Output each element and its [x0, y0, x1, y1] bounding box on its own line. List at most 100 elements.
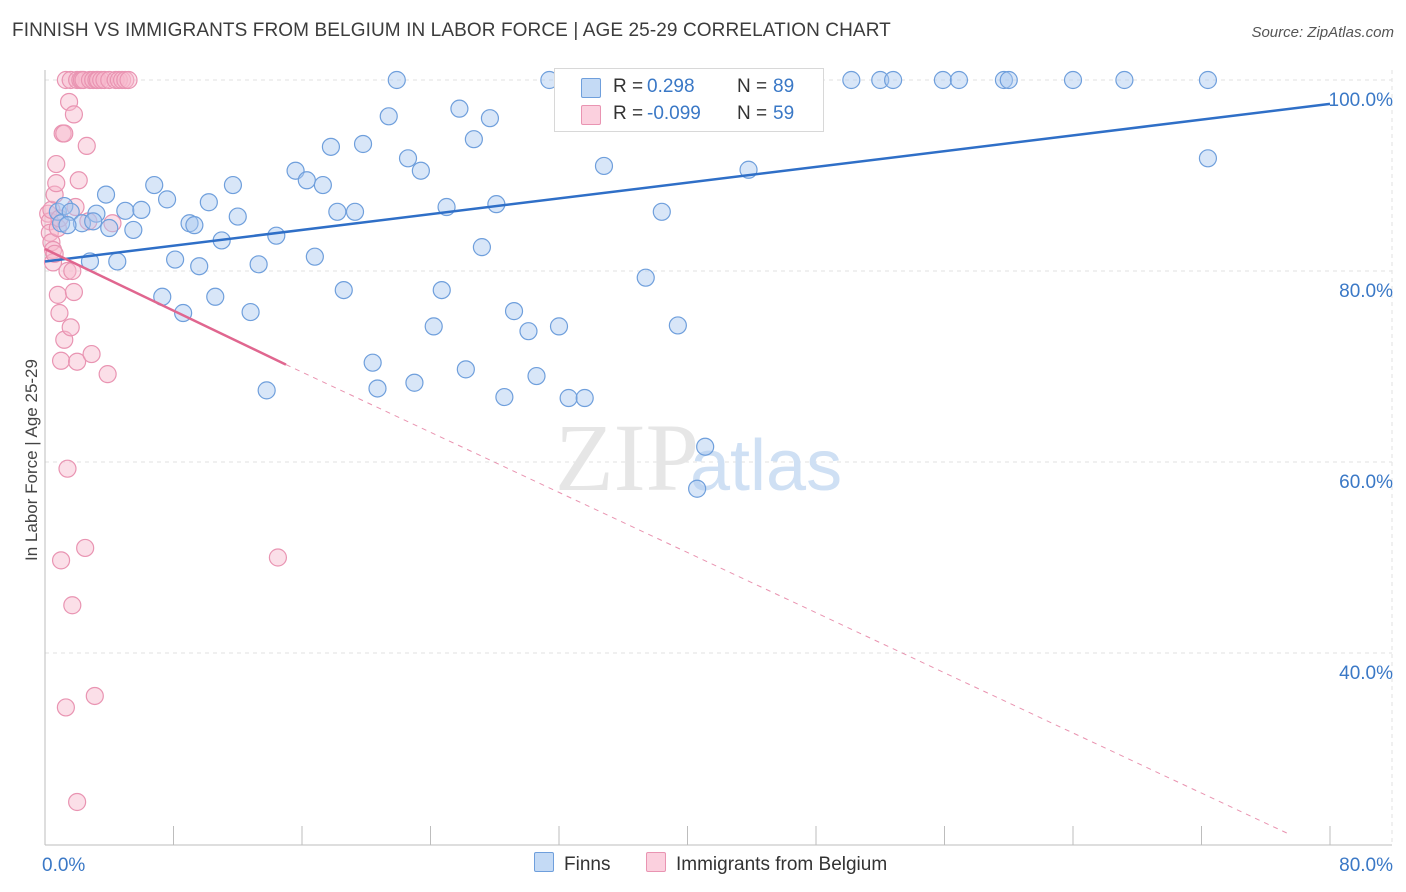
finns-point: [688, 479, 707, 498]
y-tick-label: 60.0%: [1339, 472, 1393, 493]
finns-point: [132, 200, 151, 219]
finns-point: [871, 70, 890, 90]
finns-point: [321, 137, 341, 156]
finns-point: [185, 216, 204, 235]
finns-point: [424, 317, 443, 336]
finns-point: [594, 156, 614, 176]
finns-point: [949, 70, 969, 90]
finns-point: [100, 218, 119, 238]
legend-item-finns[interactable]: Finns: [534, 852, 610, 876]
belgium-n-value: 59: [773, 103, 795, 124]
belgium-legend-swatch: [646, 852, 666, 872]
finns-point: [480, 109, 500, 128]
finns-point: [61, 202, 80, 221]
finns-point: [1198, 149, 1218, 168]
finns-point: [228, 207, 247, 226]
finns-point: [223, 175, 243, 195]
belgium-point: [63, 596, 82, 615]
belgium-r-label: R =: [613, 103, 644, 124]
finns-point: [398, 149, 418, 168]
x-tick-label: 0.0%: [42, 855, 85, 876]
finns-point: [668, 316, 687, 335]
finns-point: [1198, 70, 1218, 90]
finns-point: [166, 250, 185, 269]
belgium-point: [61, 318, 80, 337]
watermark-zip: ZIP: [555, 404, 699, 511]
finns-point: [472, 238, 491, 257]
belgium-point: [47, 154, 66, 174]
finns-point: [241, 302, 260, 322]
finns-point: [108, 252, 127, 271]
finns-point: [559, 388, 578, 408]
belgium-point: [85, 686, 104, 706]
watermark: ZIP atlas: [555, 404, 842, 511]
series-belgium-points: [39, 70, 288, 812]
belgium-n-label: N =: [737, 103, 768, 124]
belgium-point: [76, 538, 95, 558]
finns-n-value: 89: [773, 76, 795, 97]
belgium-swatch: [581, 105, 601, 125]
finns-point: [696, 437, 715, 456]
belgium-trend-extension: [285, 364, 1291, 835]
finns-point: [199, 193, 218, 212]
finns-n-label: N =: [737, 76, 768, 97]
finns-point: [450, 99, 469, 118]
finns-point: [297, 171, 316, 190]
belgium-point: [82, 344, 101, 364]
finns-point: [411, 161, 430, 180]
finns-point: [527, 366, 546, 386]
finns-swatch: [581, 78, 601, 98]
belgium-point: [69, 171, 88, 190]
belgium-point: [98, 365, 117, 384]
belgium-point: [47, 174, 66, 193]
finns-point: [58, 216, 77, 235]
finns-point: [1063, 70, 1083, 90]
finns-point: [575, 388, 594, 408]
belgium-point: [68, 352, 87, 371]
source-label: Source: ZipAtlas.com: [1251, 24, 1394, 41]
finns-point: [456, 360, 475, 379]
finns-point: [363, 353, 382, 372]
finns-point: [334, 281, 353, 300]
belgium-point: [48, 285, 67, 304]
finns-point: [636, 268, 655, 287]
finns-point: [249, 255, 268, 274]
finns-point: [405, 373, 424, 392]
x-tick-label: 80.0%: [1339, 855, 1393, 876]
belgium-point: [50, 303, 69, 323]
finns-point: [206, 287, 225, 306]
belgium-legend-label: Immigrants from Belgium: [676, 854, 888, 875]
finns-point: [257, 381, 276, 400]
finns-point: [145, 175, 164, 195]
finns-point: [379, 107, 398, 126]
finns-point: [999, 70, 1018, 90]
trend-lines: [44, 102, 1331, 835]
finns-point: [96, 185, 116, 204]
belgium-point: [51, 351, 71, 370]
tick-labels: 100.0% 80.0% 60.0% 40.0% 0.0% 80.0%: [42, 90, 1393, 876]
finns-legend-swatch: [534, 852, 554, 872]
finns-point: [157, 190, 177, 209]
legend-item-belgium[interactable]: Immigrants from Belgium: [646, 852, 887, 876]
watermark-atlas: atlas: [690, 426, 842, 506]
belgium-trend-line: [44, 247, 287, 366]
belgium-point: [268, 548, 288, 567]
finns-point: [328, 202, 347, 221]
stats-legend: R = 0.298 N = 89 R = -0.099 N = 59: [554, 68, 824, 132]
finns-point: [519, 322, 538, 341]
finns-point: [842, 70, 861, 90]
finns-point: [933, 70, 952, 90]
belgium-point: [58, 459, 77, 478]
finns-point: [190, 257, 209, 276]
belgium-point: [119, 70, 138, 90]
finns-point: [84, 212, 103, 231]
finns-r-label: R =: [613, 76, 644, 97]
finns-point: [495, 387, 514, 407]
finns-point: [549, 317, 569, 336]
finns-point: [305, 247, 324, 266]
finns-point: [883, 70, 903, 90]
finns-point: [313, 175, 332, 195]
finns-point: [353, 134, 373, 154]
finns-point: [432, 281, 451, 300]
